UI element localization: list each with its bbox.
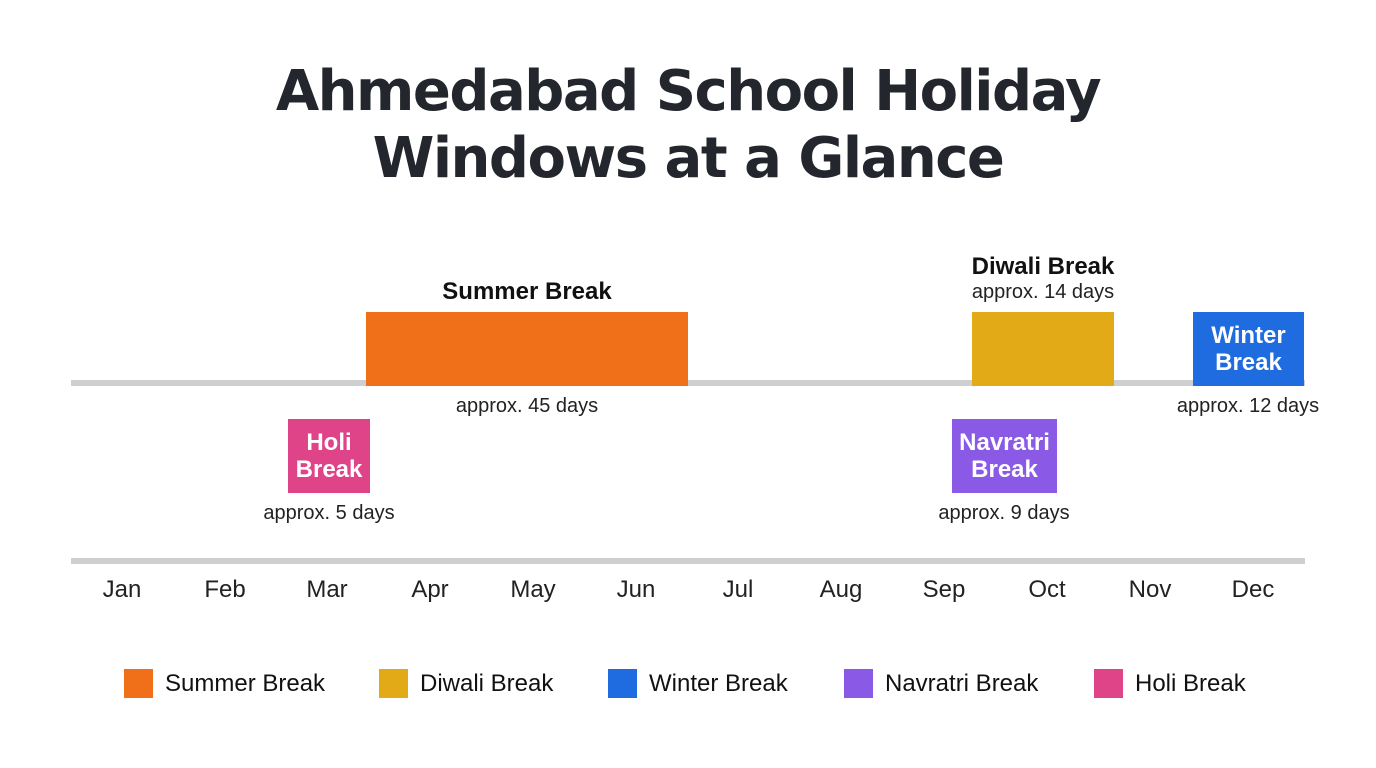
diwali-break-days: approx. 14 days: [971, 281, 1115, 303]
month-label-apr: Apr: [411, 576, 449, 603]
winter-break-bar: Winter Break: [1193, 312, 1304, 386]
month-axis-line: [71, 558, 1305, 564]
legend-item-summer: Summer Break: [124, 669, 325, 698]
navratri-break-bar: Navratri Break: [952, 419, 1057, 493]
timeline-track: [71, 380, 1305, 386]
legend-item-holi: Holi Break: [1094, 669, 1246, 698]
holi-break-bar: Holi Break: [288, 419, 370, 493]
legend-swatch-holi: [1094, 669, 1123, 698]
month-label-sep: Sep: [922, 576, 966, 603]
month-label-jan: Jan: [102, 576, 142, 603]
holi-break-days: approx. 5 days: [263, 502, 395, 524]
legend-swatch-diwali: [379, 669, 408, 698]
legend-label: Navratri Break: [885, 669, 1039, 697]
diwali-break-title: Diwali Break: [971, 253, 1115, 280]
legend-label: Winter Break: [649, 669, 788, 697]
month-label-jun: Jun: [616, 576, 656, 603]
month-label-nov: Nov: [1128, 576, 1172, 603]
month-label-aug: Aug: [819, 576, 863, 603]
navratri-bar-line-1: Navratri: [959, 429, 1050, 456]
legend-label: Summer Break: [165, 669, 326, 697]
legend-item-winter: Winter Break: [608, 669, 788, 698]
holi-bar-line-1: Holi: [306, 429, 352, 456]
chart-title: Ahmedabad School Holiday Windows at a Gl…: [0, 58, 1376, 192]
legend-swatch-summer: [124, 669, 153, 698]
legend-item-diwali: Diwali Break: [379, 669, 553, 698]
summer-break-days: approx. 45 days: [455, 395, 599, 417]
summer-break-title: Summer Break: [442, 278, 612, 305]
legend-label: Diwali Break: [420, 669, 554, 697]
legend-label: Holi Break: [1135, 669, 1246, 697]
month-label-mar: Mar: [306, 576, 348, 603]
navratri-break-days: approx. 9 days: [938, 502, 1070, 524]
winter-break-days: approx. 12 days: [1176, 395, 1320, 417]
month-label-oct: Oct: [1028, 576, 1066, 603]
summer-break-bar: [366, 312, 688, 386]
month-label-feb: Feb: [204, 576, 246, 603]
month-label-jul: Jul: [722, 576, 754, 603]
title-line-1: Ahmedabad School Holiday: [275, 59, 1102, 124]
winter-bar-line-2: Break: [1215, 349, 1282, 376]
navratri-bar-line-2: Break: [971, 456, 1038, 483]
diwali-break-bar: [972, 312, 1114, 386]
title-line-2: Windows at a Glance: [372, 126, 1005, 191]
month-label-dec: Dec: [1231, 576, 1275, 603]
holi-bar-line-2: Break: [295, 456, 363, 483]
month-label-may: May: [510, 576, 556, 603]
legend-swatch-navratri: [844, 669, 873, 698]
winter-bar-line-1: Winter: [1211, 322, 1286, 349]
legend-item-navratri: Navratri Break: [844, 669, 1038, 698]
legend-swatch-winter: [608, 669, 637, 698]
